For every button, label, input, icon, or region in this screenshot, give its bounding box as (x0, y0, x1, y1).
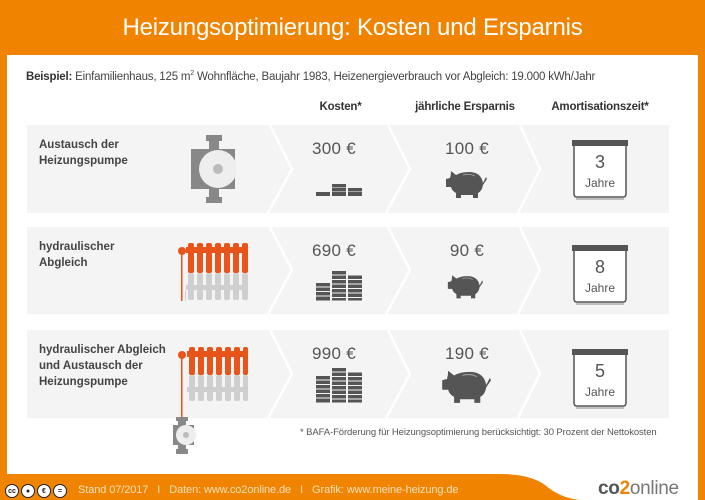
row-label: Austausch der Heizungspumpe (39, 139, 128, 167)
logo-two: 2 (619, 478, 631, 499)
footer-band (0, 470, 705, 500)
calendar-icon: 8 Jahre (572, 245, 628, 305)
chevron-separators (266, 125, 542, 213)
co2online-logo: co2online (598, 478, 679, 500)
payback-unit: Jahre (584, 176, 616, 190)
example-text: Einfamilienhaus, 125 m (72, 70, 191, 83)
cost-value: 690 € (311, 241, 357, 260)
cost-value: 300 € (311, 139, 357, 158)
example-text-2: Wohnfläche, Baujahr 1983, Heizenergiever… (193, 70, 596, 83)
piggy-bank-icon (442, 370, 491, 403)
logo-online: online (629, 478, 679, 499)
coins-icon (316, 271, 362, 301)
pump-icon (173, 417, 196, 454)
by-icon: ● (21, 484, 35, 498)
savings-value: 90 € (449, 241, 485, 260)
piggy-bank-icon (447, 275, 483, 299)
column-header-kosten: Kosten* (319, 101, 362, 113)
payback-years: 8 (594, 257, 605, 277)
payback-years: 5 (594, 361, 605, 381)
payback-years: 3 (594, 152, 605, 172)
cost-value: 990 € (311, 344, 357, 363)
column-header-amortisation: Amortisationszeit* (551, 101, 649, 113)
stand-text: Stand 07/2017 (78, 484, 149, 496)
table-row: hydraulischer Abgleich 690 € 90 € (27, 227, 669, 314)
footnote: * BAFA-Förderung für Heizungsoptimierung… (300, 427, 657, 438)
pump-icon (191, 135, 237, 203)
row-label: hydraulischer Abgleich und Austausch der… (39, 344, 166, 388)
chevron-separators (266, 330, 542, 418)
separator: I (157, 484, 161, 496)
table-row: hydraulischer Abgleich und Austausch der… (27, 330, 669, 418)
superscript: 2 (190, 70, 194, 77)
page-title: Heizungsoptimierung: Kosten und Ersparni… (122, 13, 583, 41)
calendar-icon: 5 Jahre (572, 349, 628, 409)
coins-icon (316, 368, 362, 403)
savings-value: 190 € (444, 344, 490, 363)
daten-link[interactable]: Daten: www.co2online.de (169, 484, 292, 496)
payback-unit: Jahre (584, 281, 616, 295)
grafik-link[interactable]: Grafik: www.meine-heizung.de (312, 484, 459, 496)
row-label: hydraulischer Abgleich (39, 241, 115, 269)
column-header-ersparnis: jährliche Ersparnis (415, 101, 515, 113)
cc-icon: cc (5, 484, 19, 498)
radiator-icon (178, 243, 248, 301)
chevron-separators (266, 227, 542, 314)
payback-unit: Jahre (584, 385, 616, 399)
example-label: Beispiel: (26, 70, 73, 83)
footer-credits: Stand 07/2017 I Daten: www.co2online.de I Gr… (78, 484, 459, 496)
piggy-bank-icon (446, 171, 487, 198)
table-row: Austausch der Heizungspumpe 300 € 100 € … (27, 125, 669, 213)
nc-icon: € (37, 484, 51, 498)
nd-icon: = (53, 484, 67, 498)
savings-value: 100 € (444, 139, 490, 158)
calendar-icon: 3 Jahre (572, 140, 628, 200)
separator: I (300, 484, 304, 496)
example-description: Beispiel: Einfamilienhaus, 125 m2 Wohnfl… (26, 70, 595, 83)
license-icons: cc ● € = (5, 484, 67, 498)
radiator-pump-icon (173, 347, 248, 454)
coins-icon (316, 184, 362, 196)
logo-co: co (598, 478, 620, 499)
